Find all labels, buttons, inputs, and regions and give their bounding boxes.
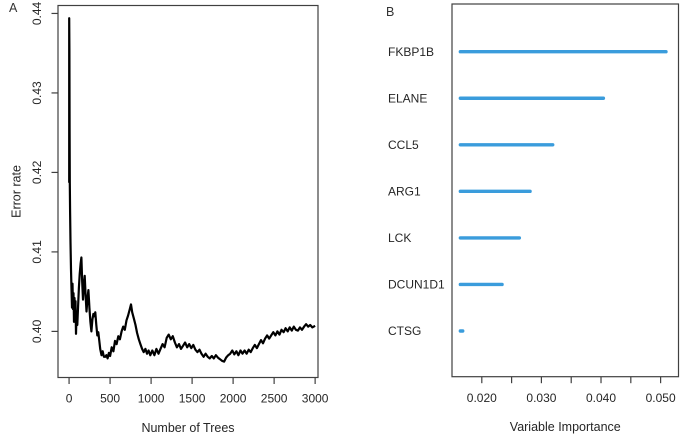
- panel-a-x-tick-label: 3000: [302, 392, 329, 406]
- panel-a-y-tick-label: 0.41: [30, 240, 44, 264]
- gene-label-arg1: ARG1: [388, 185, 421, 199]
- panel-b-x-tick-label: 0.030: [526, 391, 556, 405]
- gene-label-ctsg: CTSG: [388, 324, 421, 338]
- panel-a-y-tick-label: 0.43: [30, 81, 44, 105]
- panel-a-x-tick-label: 2500: [261, 392, 288, 406]
- gene-label-ccl5: CCL5: [388, 138, 419, 152]
- panel-a-plot-box: [57, 4, 319, 379]
- panel-b-x-tick-label: 0.020: [467, 391, 497, 405]
- panel-a-x-tick-label: 1000: [138, 392, 165, 406]
- gene-label-fkbp1b: FKBP1B: [388, 45, 434, 59]
- panel-a-y-tick-label: 0.44: [30, 1, 44, 25]
- error-rate-curve: [68, 17, 316, 363]
- panel-a-y-tick-label: 0.40: [30, 319, 44, 343]
- panel-a-label: A: [9, 1, 18, 15]
- panel-b-label: B: [386, 5, 395, 19]
- panel-a-y-tick-label: 0.42: [30, 160, 44, 184]
- panel-b-x-tick-label: 0.040: [586, 391, 616, 405]
- panel-a-x-tick-label: 500: [100, 392, 120, 406]
- panel-a-ylabel: Error rate: [10, 165, 24, 218]
- gene-label-lck: LCK: [388, 231, 411, 245]
- panel-b-xlabel: Variable Importance: [510, 420, 621, 434]
- panel-b-x-tick-label: 0.050: [646, 391, 676, 405]
- panel-a-x-tick-label: 2000: [220, 392, 247, 406]
- panel-a-x-tick-label: 1500: [179, 392, 206, 406]
- gene-label-dcun1d1: DCUN1D1: [388, 278, 445, 292]
- panel-a-x-tick-label: 0: [66, 392, 73, 406]
- gene-label-elane: ELANE: [388, 91, 427, 105]
- panel-b-plot-box: [451, 3, 680, 378]
- panel-a-xlabel: Number of Trees: [141, 421, 234, 435]
